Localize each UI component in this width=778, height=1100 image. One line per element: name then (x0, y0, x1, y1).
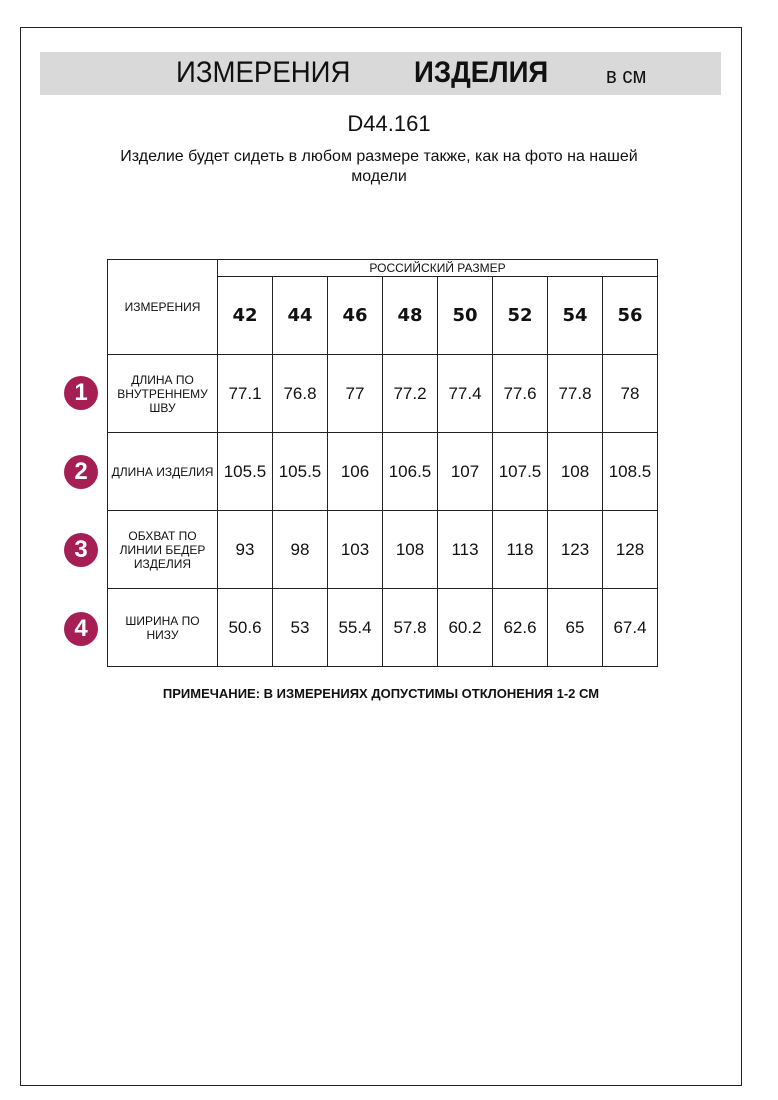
table-row: ШИРИНА ПО НИЗУ 50.6 53 55.4 57.8 60.2 62.6 65 67… (107, 588, 658, 667)
size-table: ИЗМЕРЕНИЯ РОССИЙСКИЙ РАЗМЕР 42 44 46 48 50 52 54… (107, 259, 658, 667)
measurement-value: 60.2 (437, 588, 493, 667)
measurement-value: 53 (272, 588, 328, 667)
table-row: ДЛИНА ПО ВНУТРЕННЕМУ ШВУ 77.1 76.8 77 77.2 77… (107, 354, 658, 433)
size-header: 50 (437, 276, 493, 355)
measurement-value: 78 (602, 354, 658, 433)
table-row: ДЛИНА ИЗДЕЛИЯ 105.5 105.5 106 106.5 107 107.5 1… (107, 432, 658, 511)
measurement-label: ДЛИНА ИЗДЕЛИЯ (107, 432, 218, 511)
measurement-value: 123 (547, 510, 603, 589)
measurement-value: 55.4 (327, 588, 383, 667)
measurement-value: 77.6 (492, 354, 548, 433)
measurement-value: 108 (547, 432, 603, 511)
size-header: 52 (492, 276, 548, 355)
measurement-value: 77.8 (547, 354, 603, 433)
measurement-value: 103 (327, 510, 383, 589)
size-header: 44 (272, 276, 328, 355)
size-header: 54 (547, 276, 603, 355)
title-bold: ИЗДЕЛИЯ (414, 56, 549, 89)
measurement-value: 106 (327, 432, 383, 511)
page-frame (20, 27, 742, 1086)
measurement-value: 107 (437, 432, 493, 511)
measurement-value: 113 (437, 510, 493, 589)
measurement-value: 93 (217, 510, 273, 589)
row-number-badge: 2 (64, 455, 98, 489)
measurement-value: 62.6 (492, 588, 548, 667)
product-code: D44.161 (347, 111, 431, 136)
measurement-value: 77 (327, 354, 383, 433)
measurement-value: 105.5 (272, 432, 328, 511)
measurement-value: 105.5 (217, 432, 273, 511)
measurement-value: 98 (272, 510, 328, 589)
size-header: 48 (382, 276, 438, 355)
table-row: ОБХВАТ ПО ЛИНИИ БЕДЕР ИЗДЕЛИЯ 93 98 103 108 1… (107, 510, 658, 589)
measurement-value: 108 (382, 510, 438, 589)
measure-header: ИЗМЕРЕНИЯ (107, 259, 218, 355)
measurement-label: ШИРИНА ПО НИЗУ (107, 588, 218, 667)
measurement-label: ОБХВАТ ПО ЛИНИИ БЕДЕР ИЗДЕЛИЯ (107, 510, 218, 589)
row-number-badge: 3 (64, 533, 98, 567)
size-header: 56 (602, 276, 658, 355)
title-light: ИЗМЕРЕНИЯ (176, 56, 351, 89)
measurement-value: 77.4 (437, 354, 493, 433)
measurement-value: 118 (492, 510, 548, 589)
row-number-badge: 4 (64, 612, 98, 646)
measurement-value: 108.5 (602, 432, 658, 511)
size-header: 46 (327, 276, 383, 355)
note: ПРИМЕЧАНИЕ: В ИЗМЕРЕНИЯХ ДОПУСТИМЫ ОТКЛО… (162, 686, 600, 701)
measurement-value: 50.6 (217, 588, 273, 667)
row-number-badge: 1 (64, 376, 98, 410)
subtitle: Изделие будет сидеть в любом размере так… (120, 148, 638, 185)
measurement-value: 65 (547, 588, 603, 667)
measurement-value: 128 (602, 510, 658, 589)
measurement-value: 76.8 (272, 354, 328, 433)
measurement-label: ДЛИНА ПО ВНУТРЕННЕМУ ШВУ (107, 354, 218, 433)
size-group-header: РОССИЙСКИЙ РАЗМЕР (217, 259, 658, 277)
measurement-value: 107.5 (492, 432, 548, 511)
title-unit: в см (606, 63, 647, 88)
measurement-value: 57.8 (382, 588, 438, 667)
measurement-value: 77.2 (382, 354, 438, 433)
title-banner: ИЗМЕРЕНИЯ ИЗДЕЛИЯ в см (40, 52, 721, 95)
measurement-value: 67.4 (602, 588, 658, 667)
measurement-value: 77.1 (217, 354, 273, 433)
measurement-value: 106.5 (382, 432, 438, 511)
size-header: 42 (217, 276, 273, 355)
